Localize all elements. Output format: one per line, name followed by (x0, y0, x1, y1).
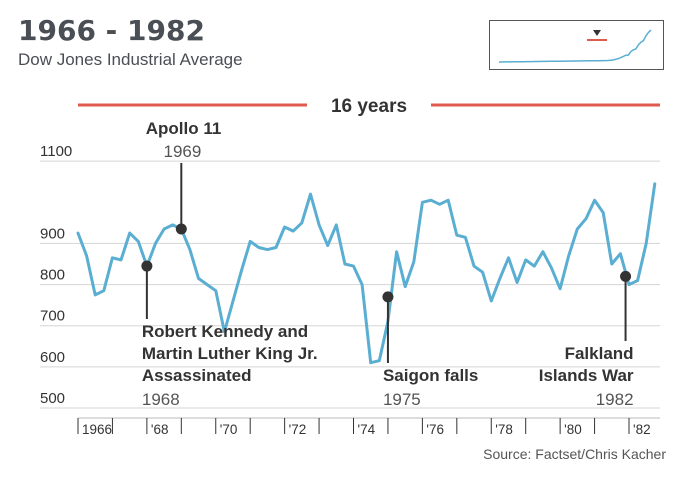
y-tick-label: 900 (40, 225, 65, 242)
annotation-title-line: Saigon falls (383, 366, 478, 385)
annotation-year: 1968 (142, 390, 180, 409)
annotation-year: 1975 (383, 390, 421, 409)
y-tick-label: 600 (40, 349, 65, 366)
source-note: Source: Factset/Chris Kacher (483, 446, 666, 462)
y-tick-label: 700 (40, 308, 65, 325)
series-line (76, 182, 657, 365)
chart-title: 1966 - 1982 (18, 14, 205, 47)
x-tick-label: '78 (495, 422, 513, 437)
annotation-title-line: Assassinated (142, 366, 252, 385)
span-label: 16 years (331, 96, 407, 117)
annotation-marker-dot (175, 223, 187, 235)
annotation-year: 1969 (163, 142, 201, 161)
annotation-title-line: Falkland (565, 344, 634, 363)
chart-subtitle: Dow Jones Industrial Average (18, 50, 243, 69)
annotation-year: 1982 (596, 390, 634, 409)
x-tick-label: '76 (426, 422, 444, 437)
y-tick-label: 1100 (40, 143, 72, 160)
x-tick-label: '80 (564, 422, 582, 437)
annotation-1: Apollo 11 1969 (146, 119, 222, 235)
inset-overview-chart (489, 20, 664, 70)
y-tick-label: 800 (40, 267, 65, 284)
annotation-marker-dot (620, 270, 632, 282)
annotation-title-line: Apollo 11 (146, 119, 222, 138)
annotation-title-line: Islands War (539, 366, 634, 385)
x-tick-label: '82 (633, 422, 651, 437)
annotation-2: Saigon falls 1975 (382, 291, 478, 409)
x-tick-label: '68 (151, 422, 169, 437)
annotation-marker-dot (141, 260, 153, 272)
annotation-title-line: Martin Luther King Jr. (142, 344, 318, 363)
inset-triangle-marker (593, 30, 601, 36)
y-tick-label: 500 (40, 390, 65, 407)
annotation-title-line: Robert Kennedy and (142, 322, 308, 341)
x-tick-label: '74 (358, 422, 376, 437)
annotation-0: Robert Kennedy and Martin Luther King Jr.… (141, 260, 318, 409)
x-tick-label: '72 (289, 422, 307, 437)
x-tick-label: 1966 (82, 422, 112, 437)
annotation-marker-dot (382, 291, 394, 303)
inset-series-line (499, 29, 652, 63)
annotation-3: Falkland Islands War 1982 (539, 270, 634, 409)
x-tick-label: '70 (220, 422, 238, 437)
